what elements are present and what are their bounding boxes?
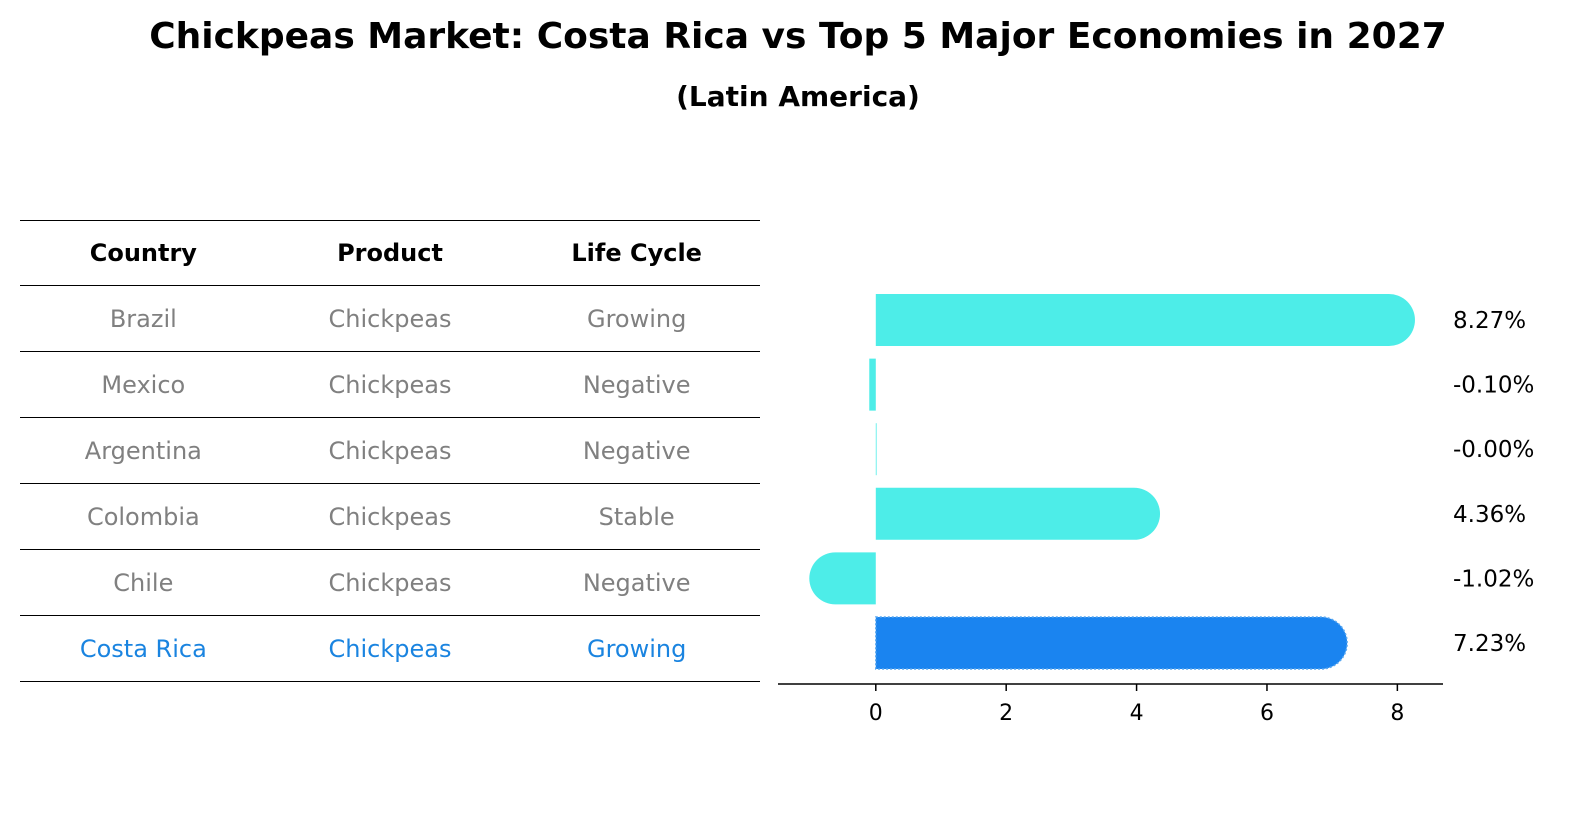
value-label: -0.00% [1453, 437, 1534, 463]
bar [875, 423, 877, 476]
chart-subtitle: (Latin America) [676, 80, 920, 113]
table-cell-product: Chickpeas [328, 502, 452, 531]
table-cell-country: Argentina [84, 436, 202, 465]
column-header-life-cycle: Life Cycle [571, 239, 702, 267]
value-label: 8.27% [1453, 308, 1526, 334]
table-row: Brazil Chickpeas Growing [20, 286, 760, 352]
value-label: 4.36% [1453, 502, 1526, 528]
table-cell-country: Colombia [86, 502, 200, 531]
bar [875, 487, 1161, 540]
column-header-product: Product [337, 239, 443, 267]
chart-title: Chickpeas Market: Costa Rica vs Top 5 Ma… [149, 16, 1447, 57]
x-tick-label: 8 [1390, 701, 1404, 726]
table-cell-product: Chickpeas [328, 568, 452, 597]
bar [869, 358, 876, 411]
table-cell-life-cycle: Growing [586, 304, 687, 333]
table-row-highlighted: Costa Rica Chickpeas Growing [20, 616, 760, 682]
bar [809, 552, 876, 605]
table-cell-country: Mexico [101, 370, 186, 399]
bar [875, 294, 1415, 346]
x-tick-label: 0 [869, 701, 883, 726]
table-cell-life-cycle: Negative [582, 436, 691, 465]
table-cell-product: Chickpeas [328, 634, 452, 663]
table-cell-country: Brazil [109, 304, 177, 333]
table-cell-life-cycle: Negative [582, 370, 691, 399]
table-cell-country: Costa Rica [79, 634, 207, 663]
table-cell-product: Chickpeas [328, 304, 452, 333]
bar-chart: 8.27% -0.10% -0.00% 4.36% -1.02% 7.23% 0 2 4 6 8 [770, 280, 1596, 780]
table-cell-life-cycle: Stable [598, 502, 675, 531]
table-cell-product: Chickpeas [328, 370, 452, 399]
table-cell-life-cycle: Growing [586, 634, 687, 663]
bar-highlighted [875, 616, 1348, 670]
x-tick-label: 4 [1130, 701, 1144, 726]
table-row: Colombia Chickpeas Stable [20, 484, 760, 550]
column-header-country: Country [89, 239, 197, 267]
x-tick-label: 6 [1260, 701, 1274, 726]
bar-chart-svg: 8.27% -0.10% -0.00% 4.36% -1.02% 7.23% 0 2 4 6 8 [778, 294, 1534, 726]
table-cell-product: Chickpeas [328, 436, 452, 465]
value-label: -0.10% [1453, 373, 1534, 399]
value-label: 7.23% [1453, 631, 1526, 657]
table-cell-life-cycle: Negative [582, 568, 691, 597]
data-table: Country Product Life Cycle Brazil Chickp… [20, 220, 760, 682]
table-header-row: Country Product Life Cycle [20, 220, 760, 286]
table-row: Argentina Chickpeas Negative [20, 418, 760, 484]
value-label: -1.02% [1453, 566, 1534, 592]
table-row: Mexico Chickpeas Negative [20, 352, 760, 418]
table-cell-country: Chile [113, 568, 174, 597]
x-tick-label: 2 [999, 701, 1013, 726]
table-row: Chile Chickpeas Negative [20, 550, 760, 616]
